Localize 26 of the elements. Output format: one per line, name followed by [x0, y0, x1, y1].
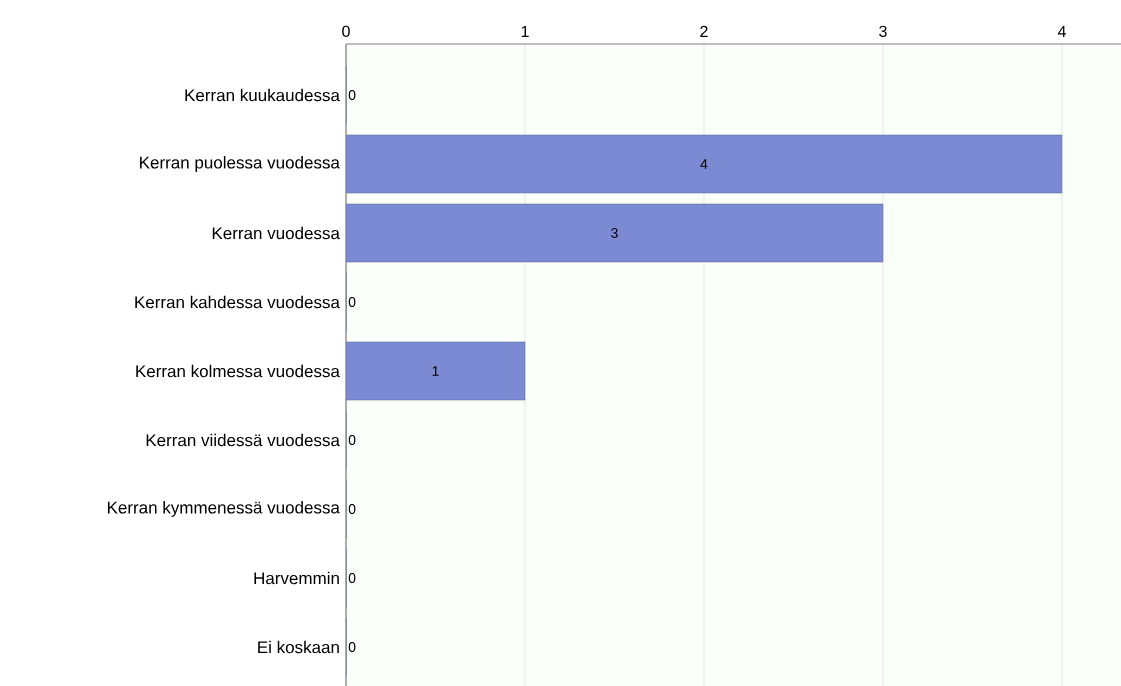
y-tick-label: Kerran kuukaudessa	[185, 88, 340, 102]
data-label: 0	[348, 642, 356, 652]
y-tick-label: Kerran puolessa vuodessa	[140, 156, 340, 172]
y-tick-label: Kerran vuodessa	[212, 226, 340, 240]
data-label: 0	[348, 297, 356, 307]
y-tick-label: Kerran viidessä vuodessa	[146, 433, 340, 447]
bar	[346, 134, 1063, 194]
data-label: 4	[700, 159, 708, 169]
x-tick-label: 1	[521, 25, 529, 37]
x-tick-label: 4	[1057, 25, 1066, 37]
x-tick-label: 0	[342, 25, 350, 37]
data-label: 0	[348, 504, 356, 514]
x-tick-label: 2	[700, 25, 708, 37]
y-tick-label: Harvemmin	[254, 571, 339, 585]
data-label: 0	[348, 90, 356, 100]
data-label: 0	[348, 435, 356, 445]
y-tick-label: Kerran kolmessa vuodessa	[136, 364, 340, 378]
data-label: 1	[432, 366, 439, 376]
x-tick-label: 3	[879, 25, 887, 37]
y-tick-label: Kerran kymmenessä vuodessa	[107, 501, 340, 517]
y-tick-label: Kerran kahdessa vuodessa	[135, 295, 340, 309]
data-label: 0	[348, 573, 356, 583]
y-tick-label: Ei koskaan	[258, 640, 339, 654]
bar	[346, 203, 884, 263]
bar	[346, 341, 526, 401]
data-label: 3	[611, 228, 618, 238]
